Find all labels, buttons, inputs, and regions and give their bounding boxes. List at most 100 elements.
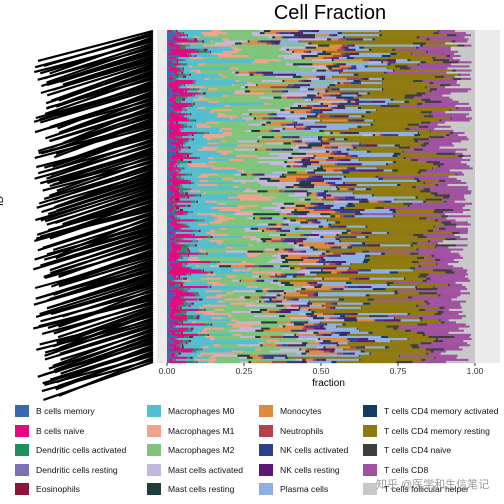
bar-segment [252,275,260,278]
bar-segment [329,94,335,97]
bar-segment [202,306,287,310]
bar-segment [418,292,438,295]
bar-segment [350,82,360,85]
bar-segment [331,302,334,305]
bar-segment [182,107,184,110]
bar-segment [446,360,475,364]
bar-segment [176,121,179,124]
bar-segment [167,269,170,272]
bar-segment [222,50,238,54]
y-tick-label [33,269,154,306]
bar-segment [193,292,196,295]
bar-segment [458,313,475,316]
bar-segment [181,67,183,70]
bar-segment [175,163,177,166]
y-tick-label [43,360,154,401]
bar-segment [433,32,439,35]
bar-segment [195,71,201,74]
bar-segment [332,288,341,291]
bar-segment [192,321,196,324]
bar-segment [248,54,279,58]
bar-segment [189,179,191,183]
bar-segment [292,121,294,124]
bar-segment [167,192,175,195]
bar-segment [197,125,211,129]
bar-segment [435,263,438,266]
legend-label: T cells CD4 naive [384,445,452,455]
watermark: 知乎 @医学和生信笔记 [376,479,490,491]
bar-segment [389,208,396,212]
bar-segment [294,102,321,106]
bar-segment [169,354,176,357]
bar-segment [178,283,181,287]
bar-segment [358,131,418,135]
bar-segment [336,188,340,191]
bar-segment [350,313,358,316]
bar-segment [174,225,189,228]
bar-segment [209,356,216,360]
bar-segment [358,73,459,76]
bar-segment [238,140,258,143]
bar-segment [471,69,475,72]
bar-segment [463,154,471,158]
bar-segment [194,54,197,58]
bar-segment [409,127,435,131]
bar-segment [346,269,358,272]
bar-segment [182,265,184,268]
bar-segment [195,102,264,106]
bar-segment [264,173,282,176]
bar-segment [185,84,232,87]
bar-segment [190,88,198,91]
bar-segment [370,123,374,126]
bar-segment [464,36,475,39]
bar-segment [275,273,277,276]
bar-segment [470,223,475,226]
bar-segment [286,217,419,220]
bar-segment [330,331,335,335]
bar-segment [302,96,317,99]
bar-segment [184,335,189,339]
bar-segment [293,323,305,326]
bar-segment [323,256,365,260]
y-tick-label [44,321,154,354]
bar-segment [167,267,173,270]
bar-segment [267,261,283,264]
bar-segment [302,156,308,160]
bar-segment [305,288,331,291]
bar-segment [176,344,180,347]
bar-segment [201,348,203,351]
bar-segment [340,315,346,318]
bar-segment [415,285,418,289]
bar-segment [188,104,193,108]
bar-segment [462,206,475,210]
bar-segment [344,52,349,56]
bar-segment [168,298,198,301]
bar-segment [167,319,179,322]
bar-segment [260,252,279,255]
bar-segment [167,167,168,170]
bar-segment [468,38,475,41]
bar-segment [258,161,285,164]
bar-segment [185,196,188,199]
bar-segment [167,148,170,151]
bar-segment [286,63,294,66]
bar-segment [354,211,360,214]
bar-segment [410,252,419,255]
bar-segment [417,63,420,66]
bar-segment [423,148,468,151]
bar-segment [307,190,324,193]
bar-segment [168,163,176,166]
legend-swatch [362,462,378,477]
bar-segment [167,360,170,364]
bar-segment [241,171,247,174]
bar-segment [234,42,242,45]
bar-segment [188,65,192,68]
bar-segment [167,142,171,145]
bar-segment [391,200,424,203]
bar-segment [310,308,419,312]
bar-segment [263,329,291,332]
legend-label: Macrophages M0 [168,406,235,416]
bar-segment [309,142,321,145]
bar-segment [285,92,318,95]
bar-segment [282,240,287,243]
